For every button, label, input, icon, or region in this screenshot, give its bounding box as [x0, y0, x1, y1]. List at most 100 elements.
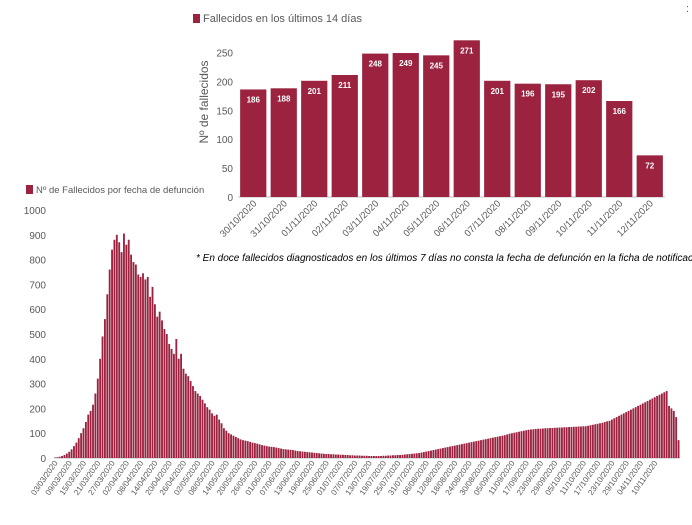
- bottom-chart: Nº de Fallecidos por fecha de defunción …: [24, 185, 680, 497]
- bottom-bar: [403, 454, 406, 458]
- top-bar: [362, 53, 389, 198]
- bottom-bar: [189, 381, 192, 458]
- bottom-bar: [206, 407, 209, 458]
- bottom-bar: [199, 396, 202, 458]
- bottom-bar: [203, 403, 206, 458]
- bottom-bar: [192, 386, 194, 458]
- bottom-bar: [675, 417, 678, 458]
- bottom-bar: [627, 410, 630, 458]
- bottom-bar: [658, 394, 661, 458]
- bottom-bar: [327, 454, 330, 458]
- bottom-bar: [165, 334, 168, 458]
- bottom-bar: [596, 423, 599, 458]
- top-bar-value-label: 188: [277, 94, 291, 103]
- bottom-bar: [215, 414, 218, 458]
- bottom-bar: [268, 446, 271, 458]
- bottom-bar: [649, 399, 651, 458]
- bottom-bar: [630, 409, 632, 458]
- bottom-bar: [565, 427, 568, 458]
- bottom-bar: [80, 433, 83, 458]
- bottom-bar: [303, 451, 306, 458]
- bottom-bar: [61, 456, 63, 458]
- bottom-bar: [318, 453, 321, 458]
- bottom-bar: [77, 438, 80, 458]
- bottom-bar: [325, 454, 328, 458]
- bottom-bar: [549, 427, 551, 458]
- bottom-bar: [641, 403, 644, 458]
- bottom-bar: [272, 447, 275, 458]
- bottom-bar: [456, 445, 459, 458]
- top-bar-value-label: 245: [430, 61, 444, 70]
- bottom-bar: [615, 417, 618, 458]
- bottom-bar: [208, 409, 211, 458]
- top-bars: 186 188 201 211 248 249 245 271 201 196 195 202 166 7…: [240, 40, 663, 198]
- top-bar-value-label: 201: [308, 87, 322, 96]
- top-legend-swatch: [193, 14, 200, 23]
- top-bar-value-label: 195: [552, 90, 566, 99]
- top-bar: [484, 80, 511, 197]
- bottom-bar: [289, 449, 292, 458]
- top-bar: [575, 80, 602, 197]
- bottom-bar: [494, 437, 497, 458]
- bottom-bar: [401, 454, 404, 458]
- bottom-bar: [175, 338, 178, 458]
- bottom-bar: [375, 456, 378, 458]
- bottom-bar: [475, 441, 478, 458]
- bottom-bar: [194, 391, 197, 458]
- bottom-bar: [94, 393, 97, 458]
- bottom-bar: [115, 234, 118, 458]
- bottom-bar: [196, 393, 199, 458]
- bottom-bar: [261, 445, 263, 458]
- top-bar-value-label: 202: [582, 86, 596, 95]
- bottom-bar: [496, 436, 499, 458]
- bottom-bars: [54, 233, 680, 458]
- bottom-bar: [213, 415, 216, 458]
- top-bar: [392, 53, 419, 197]
- bottom-bar: [227, 433, 230, 458]
- top-y-tick-label: 200: [216, 77, 233, 88]
- bottom-y-ticks: 0 100 200 300 400 500 600 700 800 900 1000: [24, 206, 47, 465]
- bottom-bar: [101, 336, 104, 458]
- bottom-bar: [582, 426, 585, 458]
- bottom-bar: [184, 373, 187, 458]
- bottom-bar: [75, 442, 78, 458]
- bottom-bar: [587, 425, 590, 458]
- bottom-bar: [470, 442, 473, 458]
- bottom-bar: [168, 343, 171, 458]
- bottom-bar: [256, 443, 259, 458]
- bottom-bar: [365, 455, 368, 458]
- bottom-bar: [546, 428, 549, 458]
- bottom-bar: [527, 429, 530, 458]
- bottom-bar: [503, 435, 506, 458]
- bottom-bar: [296, 451, 299, 458]
- top-bar-value-label: 271: [460, 46, 474, 55]
- bottom-bar: [499, 436, 501, 458]
- bottom-y-tick-label: 0: [40, 454, 46, 465]
- bottom-bar: [299, 451, 302, 458]
- bottom-bar: [84, 422, 87, 458]
- bottom-bar: [672, 410, 675, 458]
- bottom-bar: [634, 407, 637, 458]
- bottom-bar: [418, 453, 421, 458]
- top-bar: [270, 88, 297, 197]
- bottom-bar: [515, 432, 518, 458]
- bottom-bar: [382, 455, 385, 458]
- top-bar: [331, 75, 358, 197]
- top-y-ticks: 0 50 100 150 200 250: [216, 48, 233, 204]
- bottom-bar: [230, 434, 232, 458]
- bottom-bar: [144, 279, 147, 458]
- bottom-bar: [58, 456, 61, 458]
- bottom-bar: [239, 439, 242, 458]
- bottom-bar: [572, 426, 575, 458]
- bottom-bar: [608, 420, 611, 458]
- bottom-bar: [284, 449, 287, 458]
- bottom-bar: [425, 451, 428, 458]
- bottom-bar: [132, 262, 135, 458]
- bottom-y-tick-label: 500: [29, 330, 46, 341]
- bottom-bar: [637, 405, 640, 458]
- bottom-bar: [342, 454, 344, 458]
- bottom-bar: [180, 353, 183, 458]
- bottom-bar: [82, 428, 85, 458]
- bottom-bar: [361, 455, 363, 458]
- bottom-bar: [358, 455, 361, 458]
